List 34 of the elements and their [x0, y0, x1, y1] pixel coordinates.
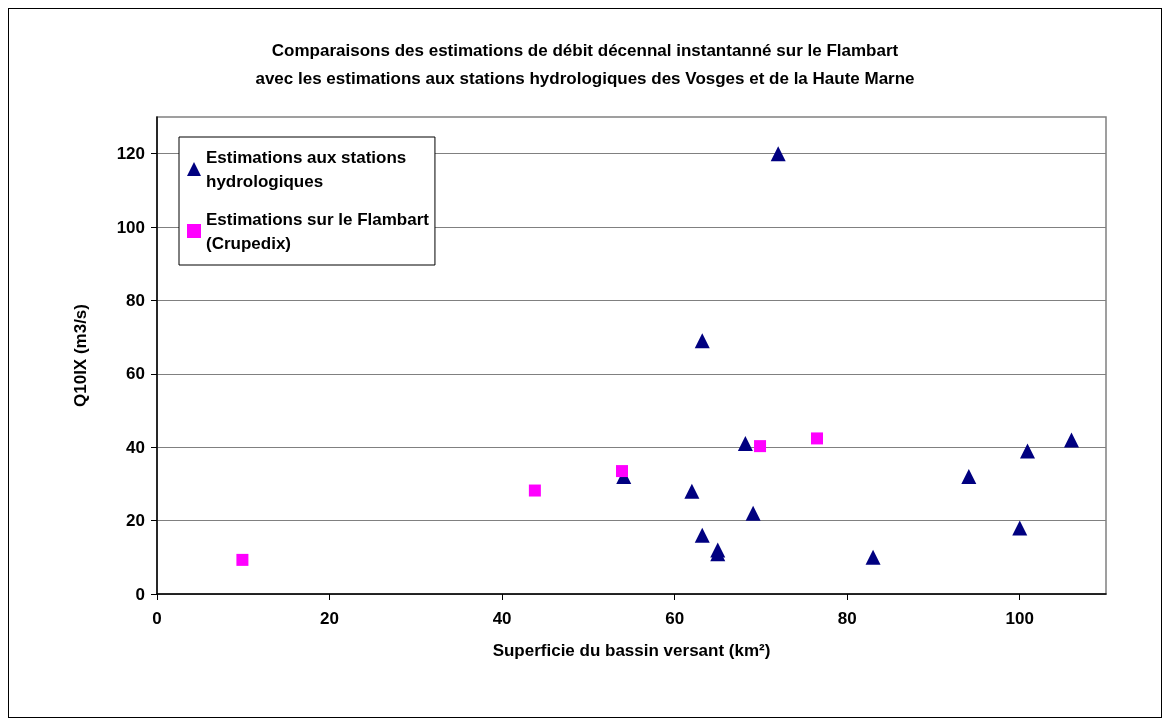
point	[616, 465, 629, 478]
chart-title: Comparaisons des estimations de débit décennal instantanné sur le Flambart avec les estimations aux stations hydrologiques des Vosges et de la Haute Marne	[255, 40, 915, 88]
y-tick-label: 100	[116, 217, 145, 237]
point	[694, 527, 710, 543]
x-axis-title: Superficie du bassin versant (km²)	[492, 641, 771, 660]
y-tick-label: 80	[126, 290, 145, 310]
point	[737, 436, 753, 452]
point	[236, 553, 249, 566]
point	[694, 333, 710, 349]
point	[865, 549, 881, 565]
x-tick-label: 80	[837, 609, 857, 628]
point	[754, 440, 767, 453]
point	[745, 505, 761, 521]
point	[1012, 520, 1028, 536]
x-tick-label: 0	[152, 609, 162, 628]
point	[1019, 443, 1035, 459]
legend-label: Estimations aux stations hydrologiques	[206, 147, 407, 191]
y-tick-label: 60	[126, 364, 145, 384]
point	[961, 469, 977, 485]
y-tick-label: 120	[116, 144, 145, 164]
x-tick-label: 20	[320, 609, 340, 628]
y-tick-label: 0	[135, 584, 145, 604]
x-tick-label: 100	[1005, 609, 1034, 628]
point	[770, 146, 786, 162]
point	[810, 432, 823, 445]
legend-label: Estimations sur le Flambart (Crupedix)	[206, 209, 430, 253]
point	[684, 483, 700, 499]
y-axis-title: Q10IX (m3/s)	[71, 304, 90, 407]
y-tick-label: 20	[126, 511, 145, 531]
point	[528, 484, 541, 497]
y-tick-label: 40	[126, 437, 145, 457]
point	[1063, 432, 1079, 448]
x-tick-label: 40	[492, 609, 512, 628]
x-tick-label: 60	[665, 609, 685, 628]
